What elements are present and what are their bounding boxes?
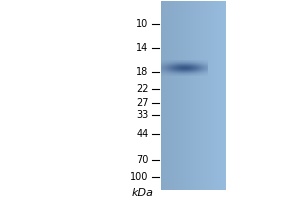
Text: 70: 70: [136, 155, 148, 165]
Text: 27: 27: [136, 98, 148, 108]
Text: 14: 14: [136, 43, 148, 53]
Text: 44: 44: [136, 129, 148, 139]
Text: 18: 18: [136, 67, 148, 77]
Text: kDa: kDa: [131, 188, 154, 198]
Text: 10: 10: [136, 19, 148, 29]
Text: 33: 33: [136, 110, 148, 120]
Text: 100: 100: [130, 172, 148, 182]
Text: 22: 22: [136, 84, 148, 94]
